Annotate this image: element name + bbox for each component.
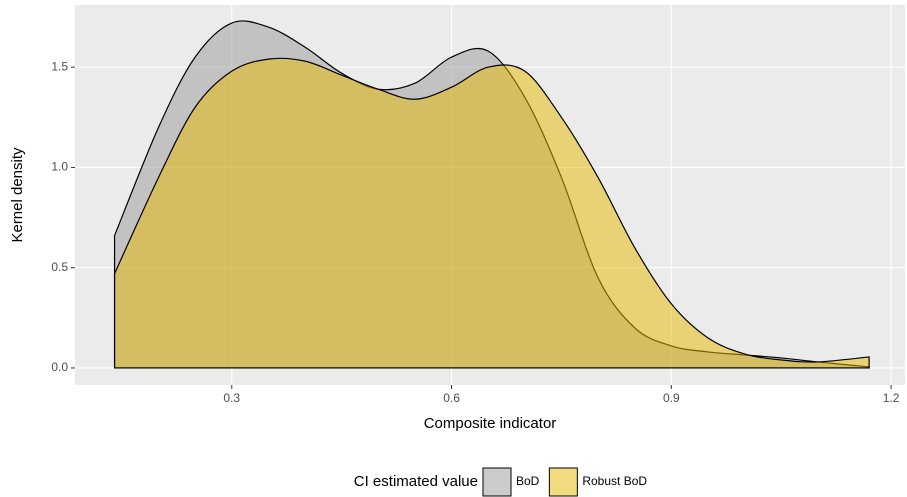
legend-title: CI estimated value <box>354 473 478 490</box>
y-axis-title: Kernel density <box>9 147 26 243</box>
y-tick-label: 1.5 <box>51 59 68 73</box>
legend-key <box>548 467 578 497</box>
legend-label: BoD <box>516 474 540 488</box>
density-area <box>113 57 870 369</box>
y-tick-label: 0.5 <box>51 260 68 274</box>
x-axis-title: Composite indicator <box>424 415 557 432</box>
legend-label: Robust BoD <box>582 474 647 488</box>
x-tick-label: 0.3 <box>223 391 240 405</box>
legend-key <box>482 467 512 497</box>
x-tick-label: 0.6 <box>443 391 460 405</box>
x-tick-label: 1.2 <box>883 391 900 405</box>
x-tick-label: 0.9 <box>663 391 680 405</box>
y-tick-label: 0.0 <box>51 360 68 374</box>
y-tick-label: 1.0 <box>51 160 68 174</box>
